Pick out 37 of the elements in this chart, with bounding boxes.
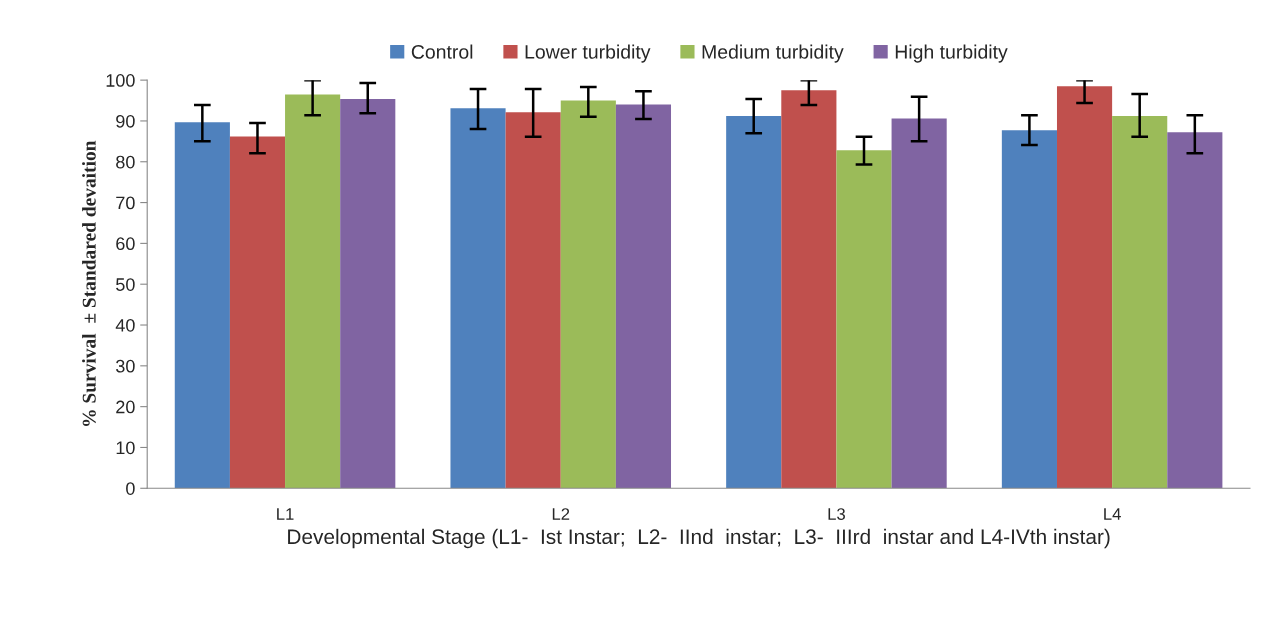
bar <box>229 136 286 489</box>
y-axis-title: % Survival ± Standared devaition <box>82 140 96 426</box>
legend-label: Control <box>411 44 473 59</box>
y-tick-label: 30 <box>116 359 135 373</box>
y-tick-label: 40 <box>115 318 135 332</box>
bar <box>505 112 561 489</box>
bar <box>285 94 341 489</box>
legend-label: High turbidity <box>895 44 1008 63</box>
bar <box>1001 130 1057 489</box>
x-tick-label: L4 <box>1104 508 1121 520</box>
bar <box>615 104 672 489</box>
legend-label: Lower turbidity <box>525 44 651 63</box>
bar <box>560 100 616 489</box>
y-tick-label: 50 <box>116 278 135 291</box>
y-tick-label: 70 <box>116 196 135 210</box>
bar <box>450 108 506 489</box>
bar <box>836 150 892 489</box>
y-tick-label: 20 <box>116 400 135 414</box>
y-tick-label: 80 <box>116 155 135 169</box>
bar <box>891 118 947 489</box>
y-tick-label: 60 <box>116 237 135 251</box>
bar <box>340 98 396 489</box>
x-tick-label: L2 <box>552 508 570 520</box>
bar <box>1112 116 1168 489</box>
y-tick-label: 0 <box>126 482 135 495</box>
legend-label: Medium turbidity <box>702 44 844 63</box>
bar <box>781 90 837 489</box>
y-tick-label: 10 <box>116 441 135 455</box>
bar <box>1056 86 1113 489</box>
x-axis-title: Developmental Stage (L1- Ist Instar; L2- IInd instar; L3- IIIrd instar and L4-IVth instar) <box>288 528 1110 549</box>
bar <box>174 122 230 489</box>
bar <box>726 116 782 489</box>
bar <box>1167 132 1223 489</box>
y-tick-label: 90 <box>116 114 135 128</box>
y-tick-label: 100 <box>106 74 135 87</box>
x-tick-label: L3 <box>828 508 845 520</box>
x-tick-label: L1 <box>277 508 294 520</box>
